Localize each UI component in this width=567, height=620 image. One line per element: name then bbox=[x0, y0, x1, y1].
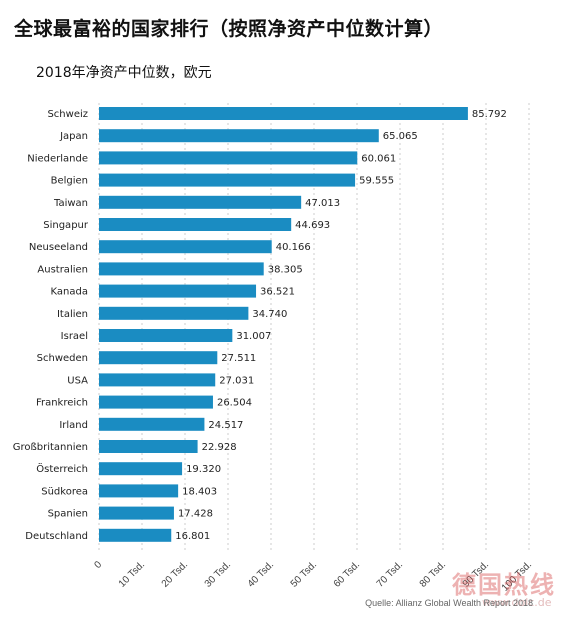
bar bbox=[99, 484, 179, 498]
value-label: 18.403 bbox=[182, 486, 217, 497]
x-tick-label: 60 Tsd. bbox=[332, 559, 362, 589]
category-label: Japan bbox=[59, 131, 88, 142]
category-label: Taiwan bbox=[53, 198, 88, 209]
value-label: 59.555 bbox=[359, 176, 394, 187]
category-label: Spanien bbox=[48, 509, 88, 520]
bar bbox=[99, 262, 264, 276]
category-label: Belgien bbox=[51, 176, 88, 187]
bar bbox=[99, 240, 272, 254]
bar bbox=[99, 284, 257, 298]
category-label: Australien bbox=[37, 264, 88, 275]
value-label: 31.007 bbox=[236, 331, 271, 342]
category-label: Neuseeland bbox=[29, 242, 88, 253]
watermark-logo: 德国热线 bbox=[452, 571, 556, 599]
value-label: 17.428 bbox=[178, 509, 213, 520]
category-label: USA bbox=[67, 375, 88, 386]
bar bbox=[99, 329, 233, 342]
bar bbox=[99, 218, 292, 231]
bar bbox=[99, 373, 216, 387]
category-label: Italien bbox=[57, 309, 88, 320]
value-label: 38.305 bbox=[268, 264, 303, 275]
bar bbox=[99, 528, 172, 542]
bar bbox=[99, 506, 174, 520]
x-tick-label: 40 Tsd. bbox=[246, 559, 276, 589]
x-tick-label: 80 Tsd. bbox=[418, 559, 448, 589]
x-tick-label: 30 Tsd. bbox=[203, 559, 233, 589]
x-tick-label: 70 Tsd. bbox=[375, 559, 405, 589]
bar bbox=[99, 440, 198, 453]
x-tick-label: 0 bbox=[92, 559, 104, 571]
value-label: 60.061 bbox=[361, 153, 396, 164]
value-label: 44.693 bbox=[295, 220, 330, 231]
value-label: 85.792 bbox=[472, 109, 507, 120]
bar bbox=[99, 351, 218, 365]
x-tick-label: 10 Tsd. bbox=[117, 559, 147, 589]
category-label: Großbritannien bbox=[13, 442, 88, 453]
value-label: 19.320 bbox=[186, 464, 221, 475]
category-label: Kanada bbox=[51, 287, 88, 298]
value-label: 26.504 bbox=[217, 398, 252, 409]
bar bbox=[99, 395, 213, 409]
category-label: Israel bbox=[61, 331, 88, 342]
bar bbox=[99, 417, 205, 431]
value-label: 47.013 bbox=[305, 198, 340, 209]
bar-layer bbox=[99, 107, 468, 542]
x-tick-label: 20 Tsd. bbox=[160, 559, 190, 589]
chart-title: 全球最富裕的国家排行（按照净资产中位数计算） bbox=[14, 18, 444, 40]
chart-subtitle: 2018年净资产中位数，欧元 bbox=[36, 65, 212, 81]
value-label: 24.517 bbox=[208, 420, 243, 431]
bar bbox=[99, 173, 356, 187]
category-label: Südkorea bbox=[41, 486, 88, 497]
value-label: 40.166 bbox=[276, 242, 311, 253]
value-label: 27.511 bbox=[221, 353, 256, 364]
category-label: Frankreich bbox=[36, 398, 88, 409]
category-label: Singapur bbox=[43, 220, 89, 231]
value-label: 22.928 bbox=[202, 442, 237, 453]
value-label: 34.740 bbox=[252, 309, 287, 320]
value-label: 36.521 bbox=[260, 287, 295, 298]
bar bbox=[99, 306, 249, 320]
label-layer: Schweiz 85.792 Japan 65.065 Niederlande 60.06… bbox=[13, 109, 507, 542]
bar bbox=[99, 151, 358, 165]
value-label: 27.031 bbox=[219, 375, 254, 386]
value-label: 65.065 bbox=[383, 131, 418, 142]
category-label: Schweden bbox=[37, 353, 88, 364]
category-label: Deutschland bbox=[25, 531, 88, 542]
bar bbox=[99, 129, 379, 143]
x-tick-label: 50 Tsd. bbox=[289, 559, 319, 589]
bar bbox=[99, 195, 302, 209]
watermark-url: www.dolc.de bbox=[482, 596, 552, 609]
value-label: 16.801 bbox=[175, 531, 210, 542]
category-label: Schweiz bbox=[47, 109, 88, 120]
bar bbox=[99, 462, 183, 476]
bar bbox=[99, 107, 468, 120]
source-note: Quelle: Allianz Global Wealth Report 201… bbox=[365, 598, 533, 608]
category-label: Niederlande bbox=[27, 153, 88, 164]
category-label: Österreich bbox=[36, 462, 88, 475]
category-label: Irland bbox=[59, 420, 88, 431]
